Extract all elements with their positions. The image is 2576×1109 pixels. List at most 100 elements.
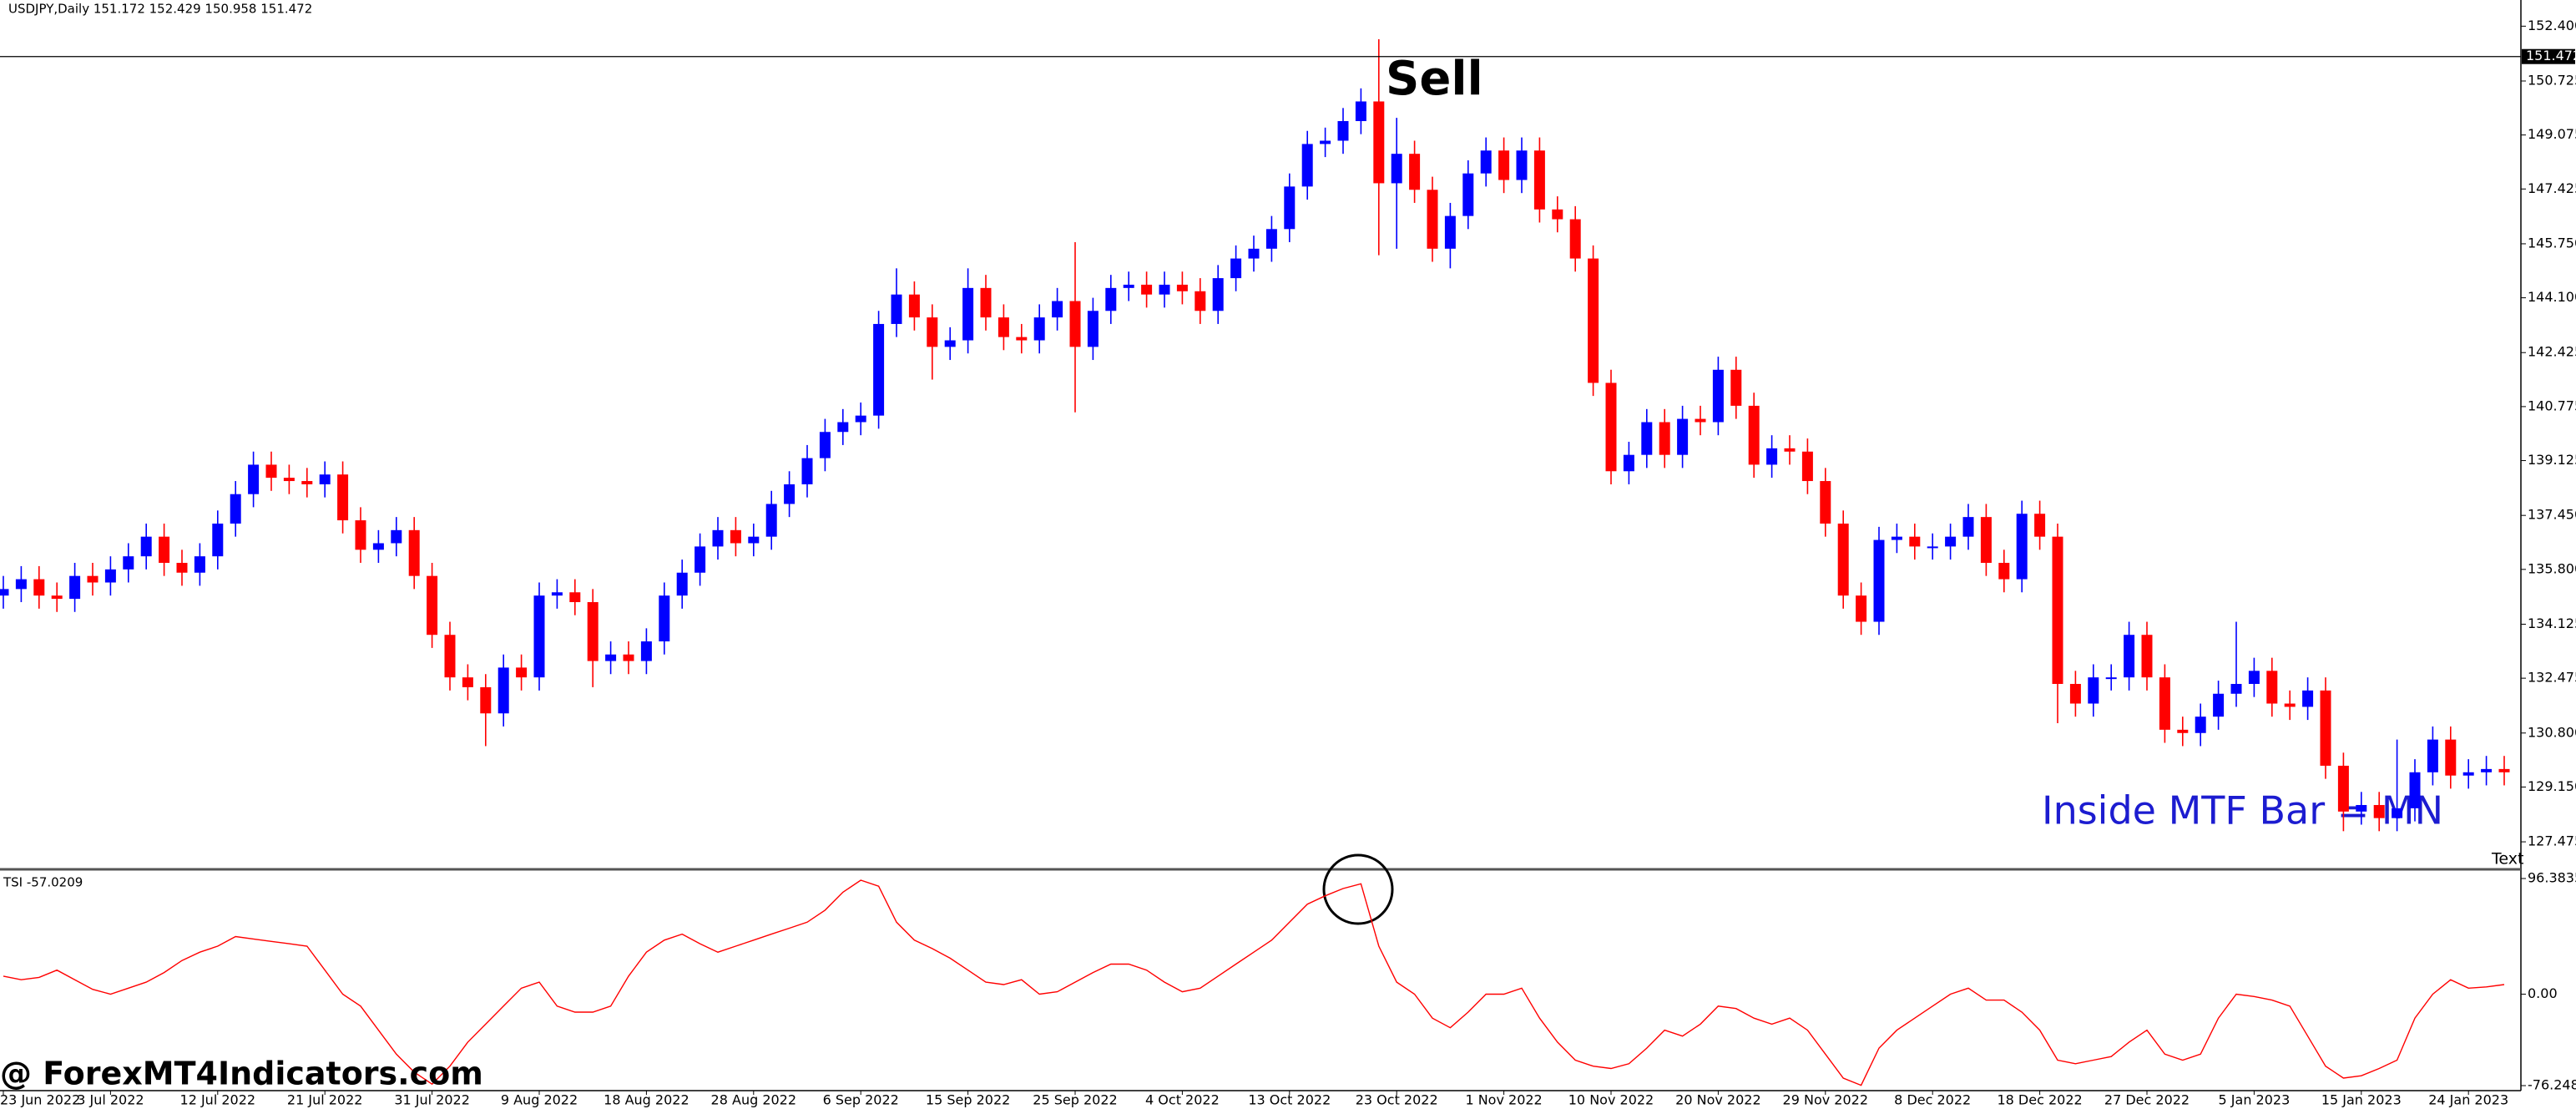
candle-body — [2337, 765, 2349, 812]
candle-body — [283, 478, 295, 482]
candle-body — [1533, 150, 1545, 210]
candle-body — [1284, 186, 1296, 230]
x-tick-label: 23 Oct 2022 — [1356, 1092, 1438, 1108]
candle-body — [1748, 405, 1760, 465]
candle-body — [516, 667, 528, 678]
indicator-line — [3, 879, 2505, 1086]
x-tick-label: 5 Jan 2023 — [2219, 1092, 2291, 1108]
candle-body — [1569, 219, 1581, 259]
candle-body — [337, 474, 349, 521]
candle-body — [837, 422, 849, 433]
candle-body — [1105, 287, 1117, 311]
candle-body — [2069, 683, 2081, 704]
candle-body — [1730, 369, 1742, 406]
candle-body — [1945, 536, 1957, 547]
current-price-label: 151.472 — [2526, 48, 2576, 63]
candle-body — [159, 536, 170, 564]
candle-body — [1176, 284, 1188, 291]
candle-body — [855, 415, 866, 423]
candle-body — [1391, 154, 1402, 184]
candle-body — [1355, 101, 1366, 121]
candle-body — [730, 529, 741, 544]
y-tick-label: 129.150 — [2528, 778, 2576, 794]
candle-body — [498, 667, 509, 714]
y-tick-label: 139.125 — [2528, 452, 2576, 468]
candle-body — [1337, 120, 1349, 141]
candle-body — [587, 602, 599, 661]
candle-body — [784, 484, 796, 504]
candle-body — [1766, 448, 1778, 465]
x-tick-label: 21 Jul 2022 — [287, 1092, 363, 1108]
candle-body — [1998, 563, 2010, 580]
candle-body — [1320, 140, 1331, 144]
candle-body — [1033, 317, 1045, 341]
candle-body — [1712, 369, 1724, 423]
y-tick-label: 135.800 — [2528, 560, 2576, 576]
candle-body — [1444, 215, 1456, 249]
candle-body — [748, 536, 760, 544]
candle-body — [2213, 693, 2225, 717]
y-tick-label: 149.075 — [2528, 126, 2576, 142]
chart-title: USDJPY,Daily 151.172 152.429 150.958 151… — [8, 2, 312, 17]
candle-body — [1856, 595, 1867, 622]
y-tick-label: 137.450 — [2528, 507, 2576, 523]
candle-body — [873, 323, 885, 416]
candle-body — [372, 543, 384, 550]
candle-body — [1516, 150, 1528, 180]
y-tick-label: 144.100 — [2528, 289, 2576, 305]
candle-body — [765, 504, 777, 537]
candle-body — [104, 569, 116, 583]
x-tick-label: 28 Aug 2022 — [711, 1092, 797, 1108]
x-tick-label: 15 Jan 2023 — [2321, 1092, 2402, 1108]
candle-body — [1016, 337, 1028, 341]
candle-body — [2320, 690, 2331, 766]
y-tick-label: 152.400 — [2528, 18, 2576, 33]
candle-body — [212, 523, 224, 557]
candle-body — [551, 592, 563, 596]
candle-body — [1820, 481, 1831, 524]
candle-body — [1980, 517, 1992, 564]
candle-body — [801, 458, 813, 484]
candle-body — [462, 677, 473, 687]
candle-body — [2195, 717, 2206, 733]
candle-body — [2284, 703, 2296, 707]
candle-body — [301, 481, 313, 484]
candle-body — [2373, 804, 2385, 818]
candle-body — [2105, 677, 2117, 680]
candle-body — [1141, 284, 1153, 295]
y-tick-label: 130.800 — [2528, 724, 2576, 740]
y-tick-label: 132.475 — [2528, 670, 2576, 686]
candle-body — [2141, 635, 2153, 678]
x-tick-label: 20 Nov 2022 — [1675, 1092, 1760, 1108]
candle-body — [1909, 536, 1921, 547]
candle-body — [1427, 190, 1438, 249]
candle-body — [427, 575, 438, 636]
y-tick-label: 127.475 — [2528, 833, 2576, 849]
candle-body — [391, 529, 402, 544]
candle-body — [1069, 301, 1081, 347]
x-tick-label: 1 Nov 2022 — [1465, 1092, 1542, 1108]
x-tick-label: 9 Aug 2022 — [501, 1092, 578, 1108]
candle-body — [533, 595, 545, 678]
candle-body — [444, 635, 456, 678]
candle-body — [2462, 772, 2474, 776]
indicator-y-tick-label: 96.3835 — [2528, 870, 2576, 886]
candle-body — [2034, 514, 2046, 537]
candle-body — [194, 556, 205, 573]
candle-body — [623, 654, 634, 661]
candle-body — [998, 317, 1009, 337]
candle-body — [1605, 382, 1617, 472]
candle-body — [944, 340, 956, 347]
x-tick-label: 4 Oct 2022 — [1145, 1092, 1220, 1108]
candle-body — [2498, 768, 2510, 772]
x-tick-label: 18 Dec 2022 — [1997, 1092, 2082, 1108]
candle-body — [1248, 248, 1260, 259]
candle-body — [1659, 422, 1670, 455]
candle-body — [1837, 523, 1849, 596]
candle-body — [69, 575, 81, 600]
candle-body — [962, 287, 974, 341]
candle-body — [176, 563, 188, 573]
indicator-title: TSI -57.0209 — [3, 875, 83, 890]
